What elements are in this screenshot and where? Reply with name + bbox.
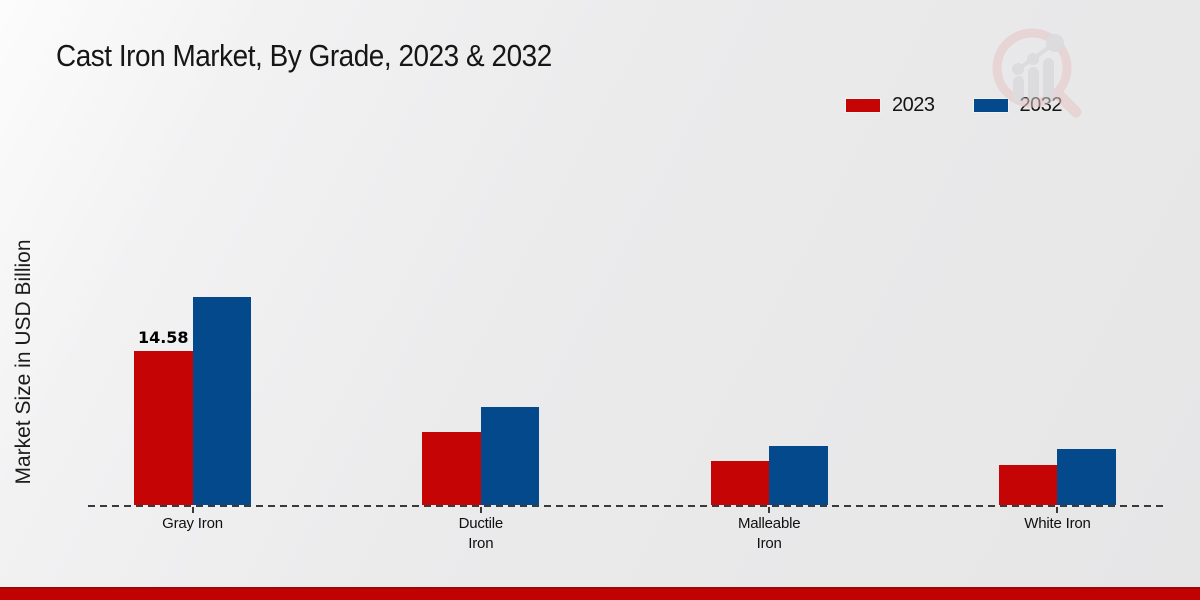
footer-bar bbox=[0, 587, 1200, 600]
x-axis-tick bbox=[479, 507, 482, 513]
category-label-white-iron: White Iron bbox=[1024, 515, 1091, 532]
x-axis-tick bbox=[191, 507, 194, 513]
x-axis-tick bbox=[1056, 507, 1059, 513]
bar-2032-malleable-iron bbox=[769, 445, 828, 505]
magnifier-chart-logo-icon bbox=[992, 28, 1082, 118]
bar-2023-malleable-iron bbox=[710, 460, 770, 505]
legend-item-2023: 2023 bbox=[845, 94, 935, 117]
bar-value-label: 14.58 bbox=[137, 328, 189, 348]
bar-2032-ductile-iron bbox=[480, 406, 540, 505]
y-axis-label: Market Size in USD Billion bbox=[12, 239, 35, 485]
bar-2032-white-iron bbox=[1057, 449, 1116, 505]
x-axis-line bbox=[88, 505, 1163, 507]
legend-swatch-2023 bbox=[845, 98, 881, 113]
x-axis-tick bbox=[768, 507, 771, 513]
legend-label-2023: 2023 bbox=[892, 94, 935, 116]
bar-2032-gray-iron bbox=[192, 296, 251, 505]
bar-2023-ductile-iron bbox=[422, 432, 481, 505]
legend-swatch-2032 bbox=[972, 98, 1009, 113]
bar-2023-white-iron bbox=[998, 464, 1058, 505]
chart-title: Cast Iron Market, By Grade, 2023 & 2032 bbox=[56, 38, 552, 73]
category-label-gray-iron: Gray Iron bbox=[162, 515, 223, 532]
category-label-malleable-iron: Malleable Iron bbox=[737, 515, 801, 552]
category-label-ductile-iron: Ductile Iron bbox=[458, 515, 504, 552]
bar-2023-gray-iron bbox=[134, 351, 193, 505]
